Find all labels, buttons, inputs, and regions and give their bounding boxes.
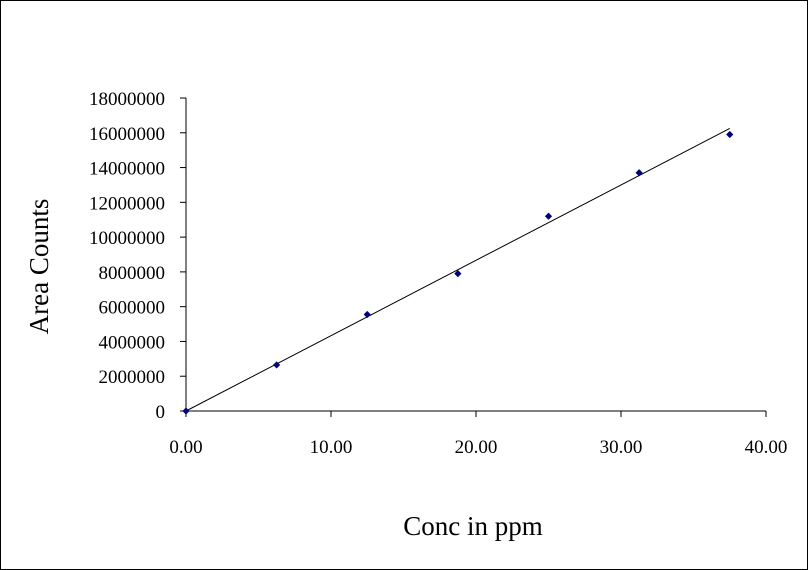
x-axis-title: Conc in ppm: [403, 511, 543, 541]
data-point: [454, 270, 462, 278]
y-tick-label: 12000000: [89, 193, 165, 214]
y-tick-label: 14000000: [89, 159, 165, 180]
data-point: [635, 169, 643, 177]
y-tick-label: 10000000: [89, 228, 165, 249]
x-tick-label: 10.00: [310, 437, 353, 458]
data-point: [726, 130, 734, 139]
x-tick-label: 40.00: [745, 437, 788, 458]
trendline-layer: [185, 127, 730, 412]
y-tick-label: 16000000: [89, 124, 165, 145]
y-tick-label: 4000000: [99, 332, 166, 353]
y-tick-label: 18000000: [89, 89, 165, 110]
y-tick-label: 8000000: [99, 263, 166, 284]
axes: [180, 97, 767, 417]
y-tick-label: 6000000: [99, 298, 166, 319]
y-tick-label: 2000000: [99, 367, 166, 388]
data-point: [182, 407, 190, 415]
x-tick-label: 30.00: [600, 437, 643, 458]
x-tick-label: 0.00: [169, 437, 202, 458]
data-points: [182, 130, 734, 415]
y-tick-label: 0: [156, 402, 166, 423]
tick-labels: 0 2000000 4000000 6000000 8000000 10000000 120…: [89, 89, 787, 458]
y-axis-title: Area Counts: [24, 199, 54, 335]
data-point: [273, 361, 281, 369]
data-point: [363, 310, 371, 319]
trendline: [185, 127, 730, 412]
x-tick-label: 20.00: [455, 437, 498, 458]
data-point: [544, 212, 553, 220]
